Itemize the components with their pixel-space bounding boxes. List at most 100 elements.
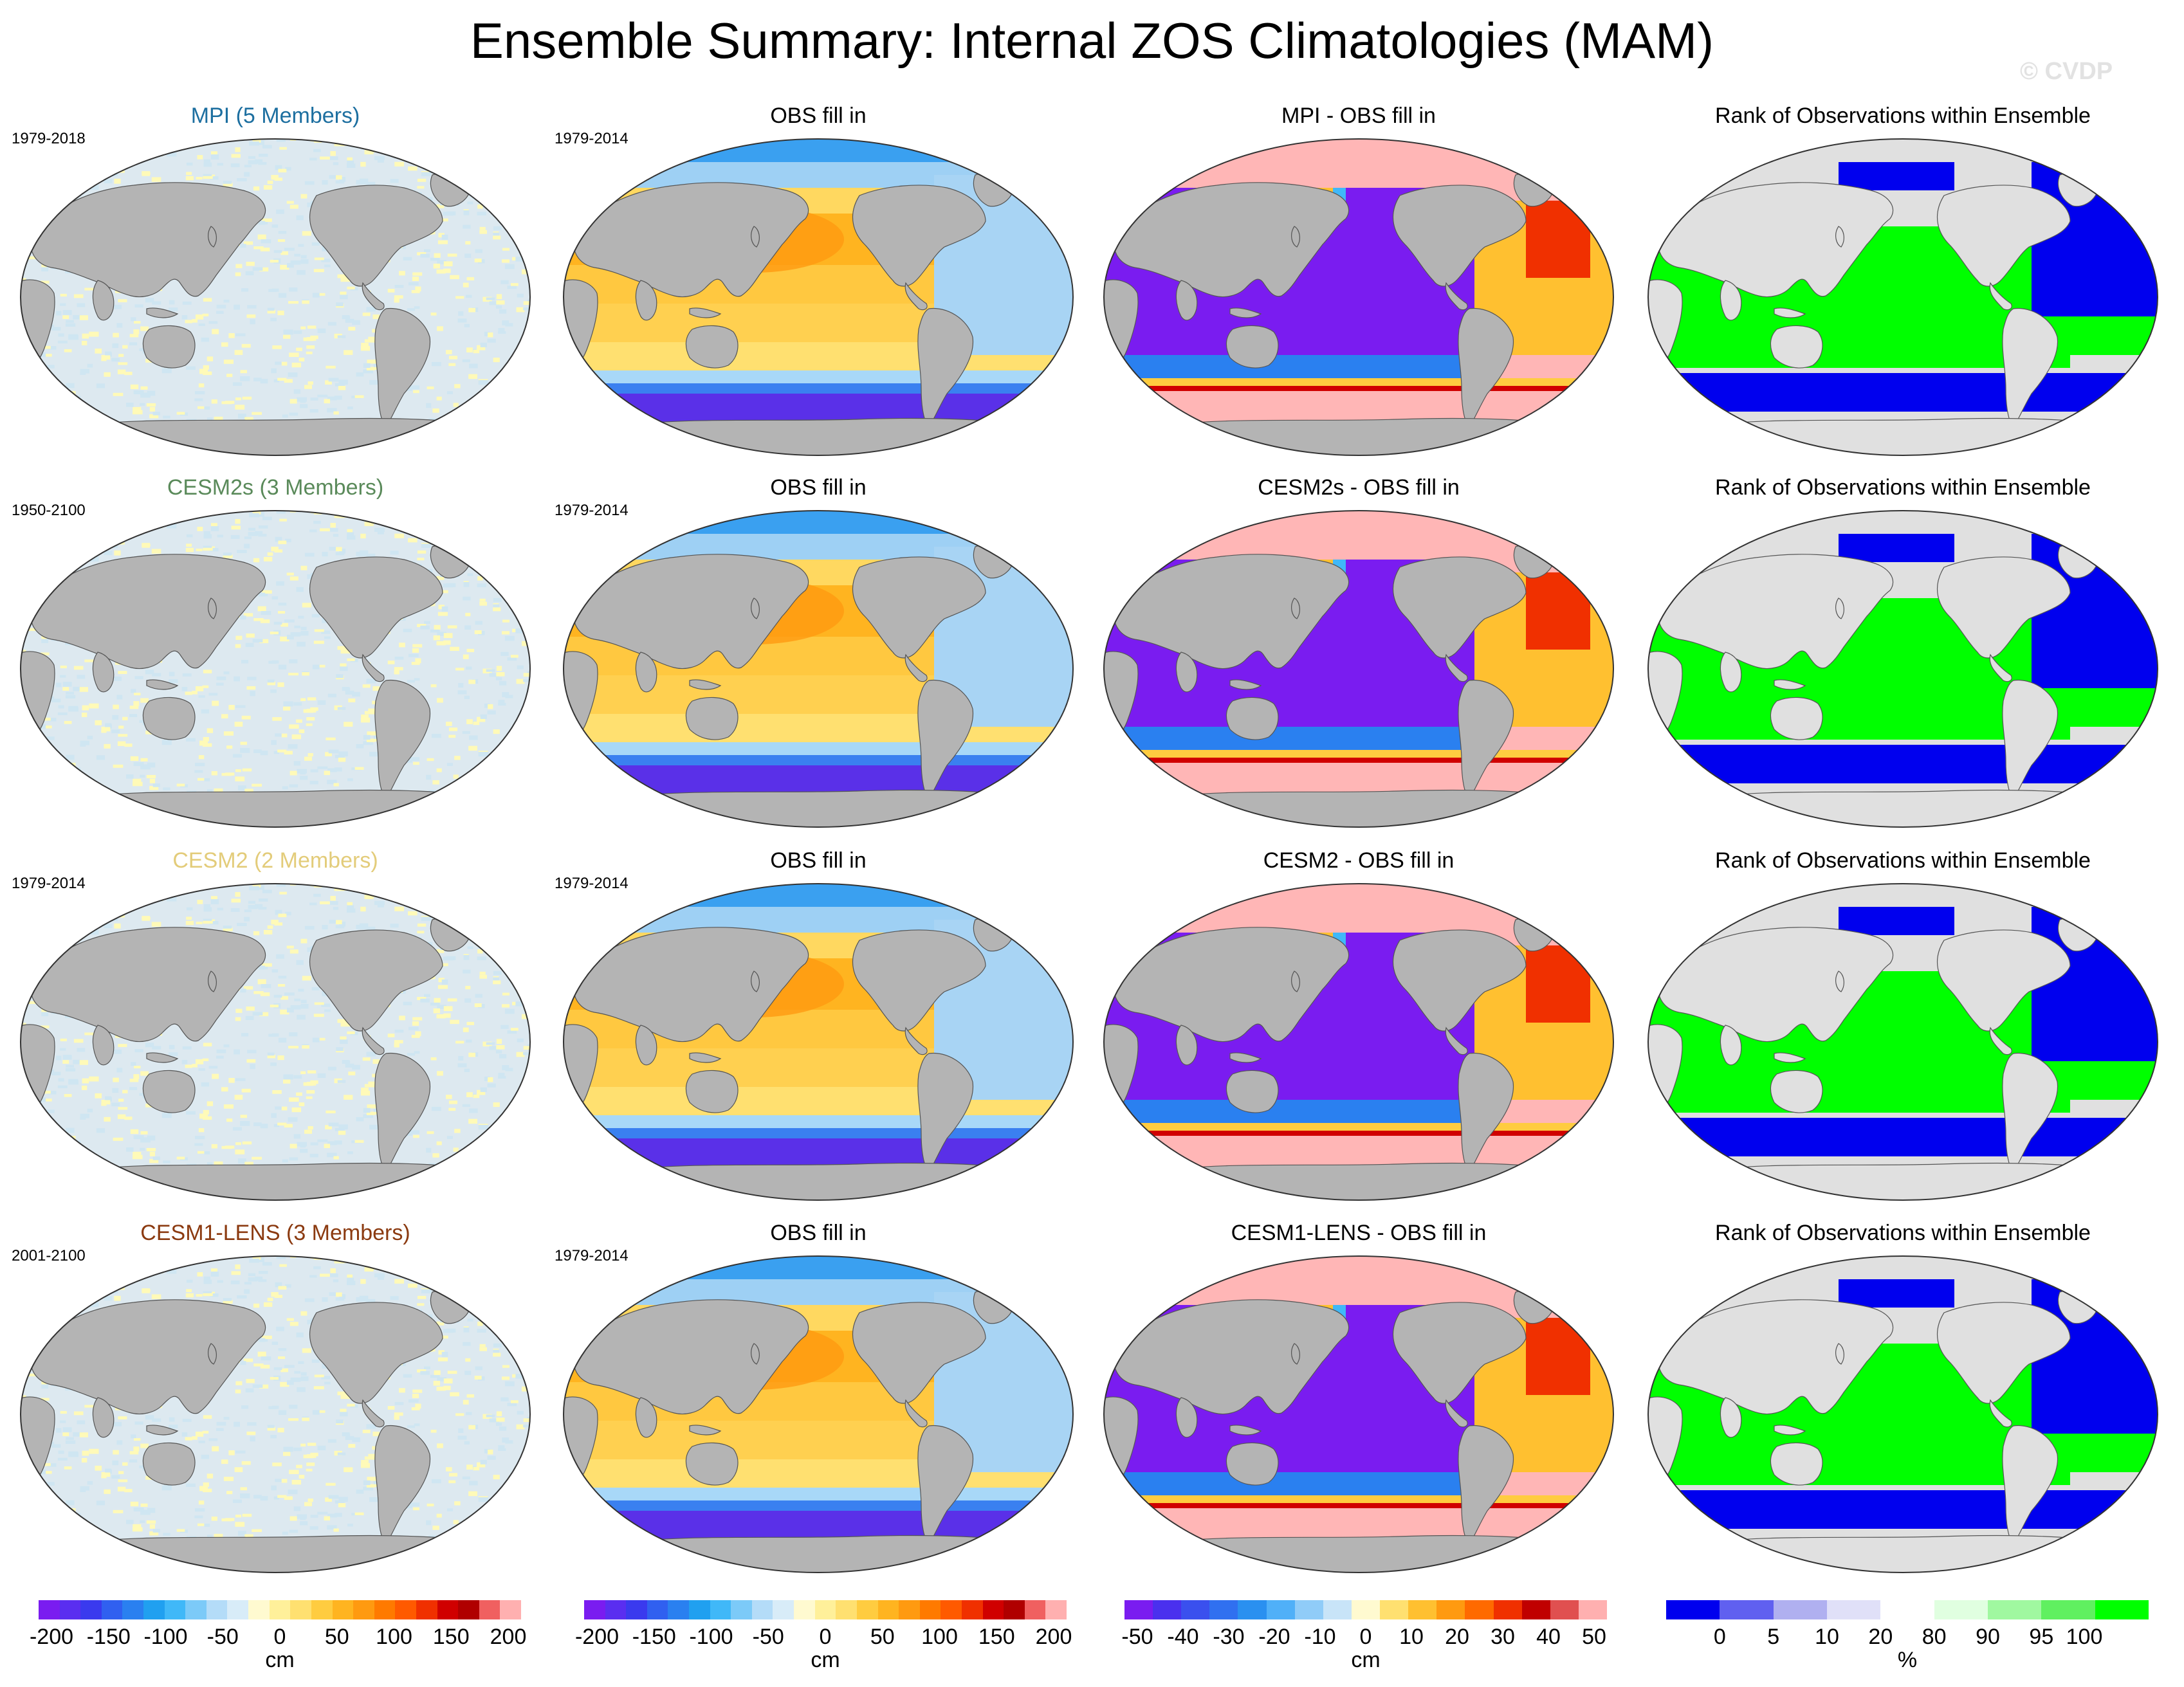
ocean-speckle bbox=[454, 384, 461, 388]
ocean-speckle bbox=[96, 1128, 106, 1133]
colorbar-swatch bbox=[332, 1600, 354, 1619]
colorbar-swatch bbox=[500, 1600, 522, 1619]
ocean-speckle bbox=[314, 629, 324, 632]
ocean-speckle bbox=[198, 755, 205, 760]
land-mass bbox=[1720, 652, 1742, 693]
ocean-speckle bbox=[337, 1080, 346, 1083]
ocean-speckle bbox=[285, 911, 291, 916]
ocean-speckle bbox=[504, 216, 511, 221]
ocean-speckle bbox=[504, 200, 514, 205]
ocean-speckle bbox=[122, 1090, 128, 1093]
ocean-speckle bbox=[473, 349, 480, 354]
ocean-speckle bbox=[520, 594, 528, 600]
ocean-speckle bbox=[499, 1426, 507, 1431]
colorbar-swatch bbox=[794, 1600, 816, 1619]
ocean-speckle bbox=[55, 828, 60, 830]
colorbar-swatch bbox=[479, 1600, 500, 1619]
ocean-speckle bbox=[499, 427, 509, 432]
ocean-speckle bbox=[369, 1497, 379, 1502]
ocean-speckle bbox=[477, 576, 483, 581]
model-panel: CESM1-LENS (3 Members) 2001-2100 bbox=[12, 1220, 539, 1580]
ocean-speckle bbox=[304, 1298, 315, 1302]
ocean-speckle bbox=[528, 393, 530, 398]
colorbar-swatch bbox=[1153, 1600, 1182, 1619]
ocean-speckle bbox=[272, 345, 282, 349]
ocean-speckle bbox=[455, 296, 464, 299]
ocean-speckle bbox=[145, 731, 154, 734]
ocean-speckle bbox=[234, 1095, 243, 1100]
ocean-speckle bbox=[240, 244, 246, 248]
ocean-speckle bbox=[430, 257, 440, 261]
ocean-speckle bbox=[122, 1462, 128, 1466]
ocean-speckle bbox=[195, 686, 204, 691]
ocean-speckle bbox=[500, 1397, 509, 1401]
ocean-speckle bbox=[203, 547, 213, 551]
ocean-speckle bbox=[35, 563, 42, 567]
ocean-speckle bbox=[161, 1186, 172, 1192]
ocean-speckle bbox=[286, 262, 294, 268]
ocean-speckle bbox=[104, 1117, 111, 1122]
ocean-speckle bbox=[523, 1425, 530, 1428]
ocean-speckle bbox=[309, 1154, 318, 1158]
ocean-speckle bbox=[30, 592, 37, 595]
ocean-speckle bbox=[249, 1258, 259, 1263]
ocean-speckle bbox=[329, 920, 336, 924]
ocean-speckle bbox=[411, 1035, 420, 1038]
ocean-speckle bbox=[473, 1466, 480, 1471]
ocean-speckle bbox=[497, 1270, 505, 1275]
ocean-speckle bbox=[81, 1085, 87, 1090]
ocean-speckle bbox=[501, 1571, 508, 1573]
ocean-speckle bbox=[347, 778, 353, 781]
ocean-speckle bbox=[352, 691, 360, 697]
ocean-speckle bbox=[235, 1017, 241, 1021]
ocean-speckle bbox=[394, 670, 399, 675]
ocean-speckle bbox=[223, 671, 230, 675]
ocean-speckle bbox=[496, 1045, 505, 1050]
land-mass bbox=[1770, 1070, 1823, 1113]
ocean-speckle bbox=[178, 456, 187, 458]
ocean-speckle bbox=[267, 307, 275, 311]
ocean-speckle bbox=[145, 1415, 154, 1420]
ocean-speckle bbox=[113, 1450, 119, 1455]
ocean-speckle bbox=[530, 610, 533, 615]
ocean-speckle bbox=[298, 989, 304, 992]
ocean-speckle bbox=[293, 330, 302, 334]
ocean-speckle bbox=[486, 1414, 495, 1418]
ocean-speckle bbox=[45, 1565, 54, 1569]
ocean-speckle bbox=[443, 268, 451, 273]
model-panel: CESM2s (3 Members) 1950-2100 bbox=[12, 475, 539, 835]
ocean-speckle bbox=[415, 1403, 421, 1409]
ocean-speckle bbox=[501, 769, 511, 774]
ocean-speckle bbox=[532, 1385, 533, 1388]
ocean-speckle bbox=[437, 632, 446, 636]
ocean-speckle bbox=[367, 360, 377, 364]
ocean-speckle bbox=[390, 179, 399, 183]
ocean-speckle bbox=[271, 224, 279, 228]
ocean-speckle bbox=[80, 372, 86, 375]
ocean-speckle bbox=[471, 1196, 477, 1200]
ocean-speckle bbox=[363, 741, 374, 745]
ocean-speckle bbox=[335, 1127, 342, 1131]
ocean-speckle bbox=[223, 1298, 232, 1301]
land-mass bbox=[904, 282, 928, 311]
ocean-speckle bbox=[235, 397, 242, 401]
ocean-speckle bbox=[433, 1008, 441, 1014]
colorbar-tick-label: 200 bbox=[490, 1625, 527, 1649]
ocean-speckle bbox=[497, 1142, 508, 1145]
ocean-speckle bbox=[275, 536, 282, 542]
ocean-speckle bbox=[519, 1181, 530, 1184]
ocean-speckle bbox=[526, 377, 530, 382]
ocean-speckle bbox=[430, 1057, 437, 1061]
ocean-speckle bbox=[441, 1351, 448, 1357]
ocean-speckle bbox=[528, 1385, 530, 1389]
ocean-speckle bbox=[104, 179, 113, 184]
ocean-speckle bbox=[467, 946, 473, 949]
ocean-speckle bbox=[421, 543, 431, 548]
ocean-speckle bbox=[518, 1520, 528, 1524]
ocean-speckle bbox=[195, 1431, 204, 1437]
ocean-speckle bbox=[487, 1455, 496, 1460]
ocean-speckle bbox=[278, 169, 287, 173]
ocean-speckle bbox=[247, 305, 257, 309]
ocean-speckle bbox=[307, 1070, 317, 1074]
